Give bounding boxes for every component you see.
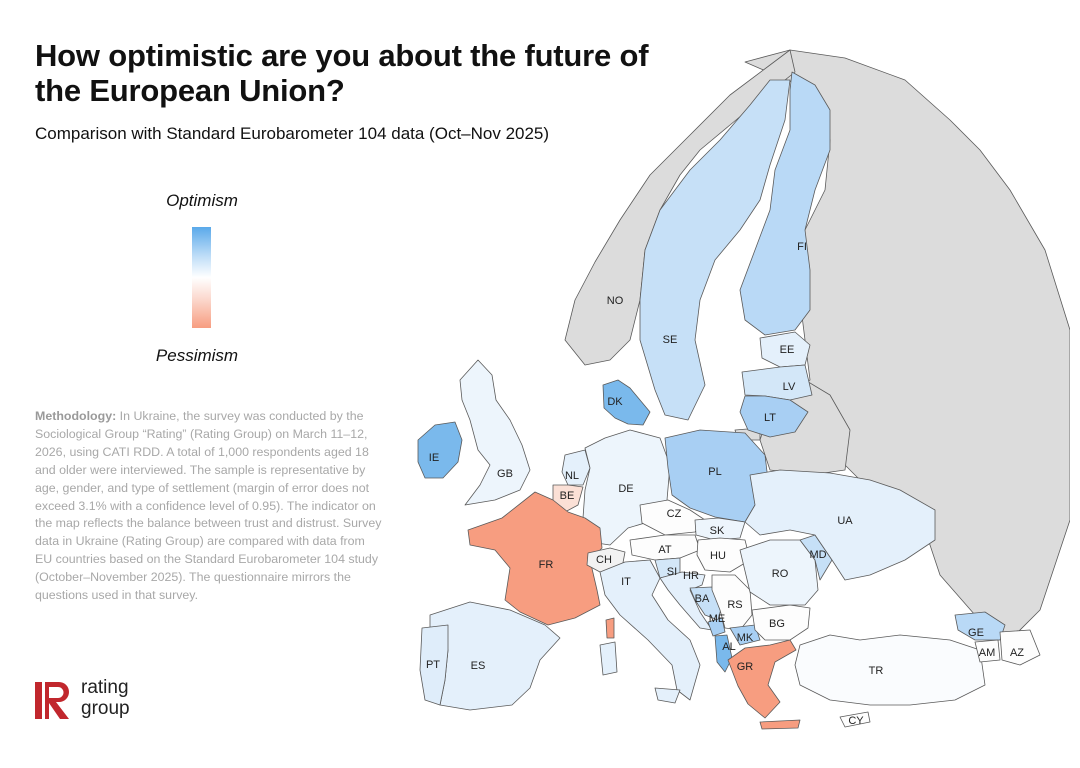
- country-AM: [974, 639, 1001, 663]
- label-DE: DE: [618, 483, 633, 495]
- country-PT: [419, 624, 449, 706]
- rating-logo-icon: [35, 682, 69, 719]
- label-LV: LV: [783, 381, 796, 393]
- label-FI: FI: [797, 241, 807, 253]
- country-CY: [839, 711, 871, 728]
- country-FI: [739, 71, 831, 336]
- country-IT-sicily: [654, 687, 681, 704]
- country-shapes: [417, 49, 1041, 730]
- country-ME: [707, 617, 726, 637]
- europe-map: NO SE FI EE LV LT DK IE GB NL BE DE PL C…: [417, 49, 1070, 730]
- country-MD: [799, 534, 833, 581]
- legend-pessimism-label: Pessimism: [155, 346, 239, 365]
- label-IE: IE: [429, 452, 439, 464]
- label-IT: IT: [621, 576, 631, 588]
- country-HR: [659, 571, 713, 631]
- country-LV: [741, 364, 813, 401]
- country-IE: [417, 421, 463, 479]
- country-IT-sardinia: [599, 641, 618, 676]
- label-AM: AM: [979, 647, 996, 659]
- label-AT: AT: [658, 544, 672, 556]
- methodology-note: Methodology: In Ukraine, the survey was …: [35, 408, 385, 605]
- label-AZ: AZ: [1010, 647, 1024, 659]
- label-LT: LT: [764, 412, 776, 424]
- label-GE: GE: [968, 627, 984, 639]
- country-DK: [602, 379, 651, 426]
- label-RO: RO: [772, 568, 789, 580]
- country-TR: [794, 634, 986, 706]
- country-NL: [561, 449, 591, 486]
- label-PT: PT: [426, 659, 440, 671]
- country-GR-crete: [759, 719, 801, 730]
- page-subtitle: Comparison with Standard Eurobarometer 1…: [35, 124, 550, 143]
- label-BE: BE: [560, 490, 575, 502]
- label-ES: ES: [471, 660, 486, 672]
- legend-color-scale: [192, 227, 211, 328]
- label-NO: NO: [607, 295, 624, 307]
- logo-text-line2: group: [81, 698, 130, 719]
- label-CY: CY: [848, 715, 864, 727]
- label-GB: GB: [497, 468, 513, 480]
- label-MK: MK: [737, 632, 754, 644]
- label-UA: UA: [837, 515, 853, 527]
- country-labels: NO SE FI EE LV LT DK IE GB NL BE DE PL C…: [426, 241, 1024, 727]
- label-ME: ME: [709, 613, 726, 625]
- country-IT: [599, 559, 701, 701]
- country-AT: [629, 534, 701, 561]
- logo-wordmark: rating group: [81, 677, 130, 719]
- label-SE: SE: [663, 334, 678, 346]
- label-PL: PL: [708, 466, 721, 478]
- label-NL: NL: [565, 470, 579, 482]
- country-SE: [639, 79, 791, 421]
- country-UA: [744, 469, 936, 581]
- country-BG: [751, 604, 811, 641]
- legend-optimism-label: Optimism: [166, 191, 238, 210]
- country-HU: [696, 537, 751, 573]
- label-SI: SI: [667, 566, 677, 578]
- label-CH: CH: [596, 554, 612, 566]
- logo-text-line1: rating: [81, 677, 129, 698]
- label-HU: HU: [710, 550, 726, 562]
- label-FR: FR: [539, 559, 554, 571]
- country-GB: [459, 359, 531, 506]
- methodology-label: Methodology:: [35, 409, 117, 423]
- country-GE: [954, 611, 1006, 641]
- country-SK: [694, 517, 746, 541]
- country-GR: [727, 639, 797, 719]
- label-AL: AL: [722, 641, 735, 653]
- label-BG: BG: [769, 618, 785, 630]
- country-AZ: [999, 629, 1041, 666]
- rating-group-logo: rating group: [35, 677, 155, 722]
- country-MK: [729, 624, 761, 646]
- methodology-text: In Ukraine, the survey was conducted by …: [35, 409, 382, 603]
- label-SK: SK: [710, 525, 725, 537]
- label-TR: TR: [869, 665, 884, 677]
- country-AL: [714, 634, 733, 673]
- label-GR: GR: [737, 661, 754, 673]
- label-RS: RS: [727, 599, 742, 611]
- label-DK: DK: [607, 396, 623, 408]
- label-MD: MD: [809, 549, 826, 561]
- label-HR: HR: [683, 570, 699, 582]
- country-LT: [739, 395, 809, 438]
- country-FR-corsica: [605, 617, 615, 639]
- country-FR: [467, 491, 603, 626]
- label-BA: BA: [695, 593, 710, 605]
- page-title: How optimistic are you about the future …: [35, 38, 649, 109]
- label-EE: EE: [780, 344, 795, 356]
- label-CZ: CZ: [667, 508, 682, 520]
- country-RO: [739, 539, 819, 606]
